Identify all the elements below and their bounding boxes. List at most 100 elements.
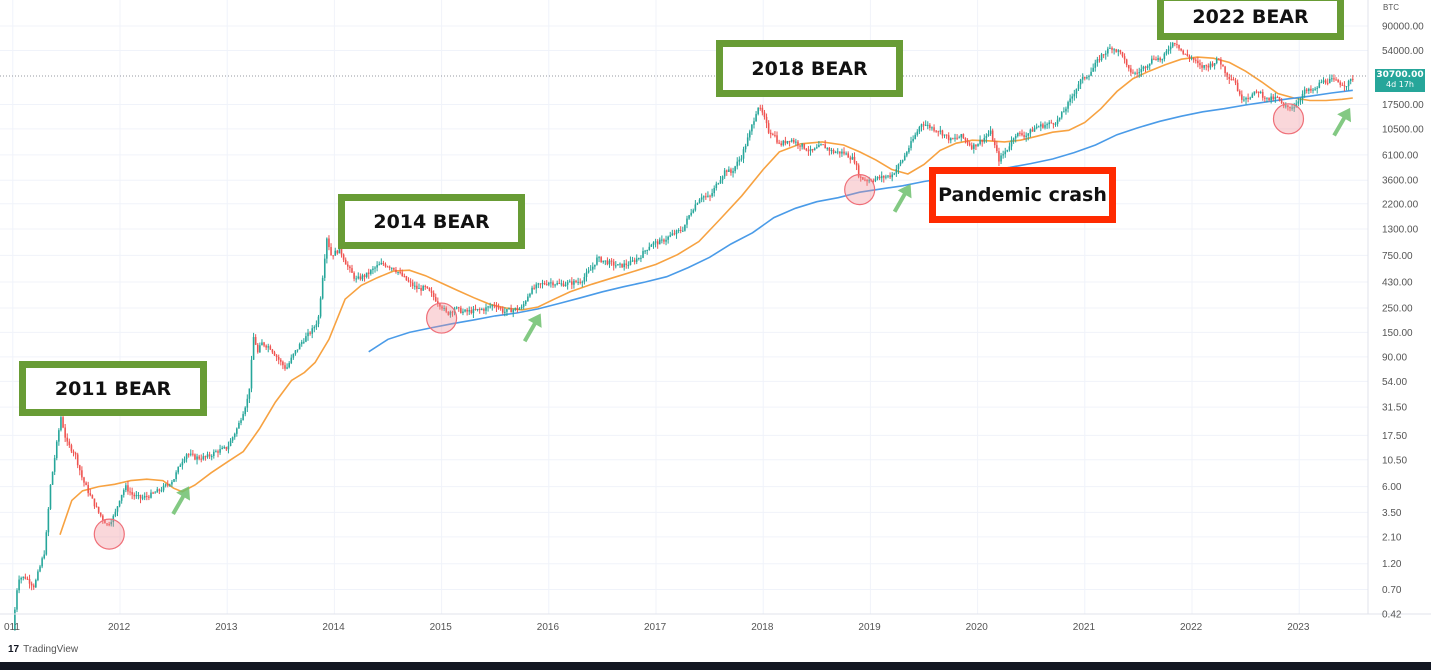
bottom-bar (0, 662, 1431, 670)
candle-body (1293, 107, 1295, 109)
y-tick-label: 2200.00 (1382, 199, 1419, 210)
candle-body (85, 482, 87, 486)
y-tick-label: 54000.00 (1382, 46, 1424, 57)
candle-body (818, 144, 820, 148)
candle-body (311, 328, 314, 334)
candle-body (497, 307, 500, 309)
candle-body (857, 165, 860, 177)
candle-body (20, 577, 22, 580)
candle-body (445, 307, 448, 312)
candle-body (491, 305, 494, 307)
candle-body (208, 454, 211, 457)
candle-body (753, 121, 755, 125)
candle-body (173, 479, 175, 482)
candle-body (68, 441, 71, 446)
candle-body (349, 266, 351, 269)
candle-body (920, 124, 923, 128)
candle-body (254, 337, 257, 345)
candle-body (1312, 89, 1314, 91)
candle-body (648, 246, 651, 250)
candle-body (669, 235, 672, 237)
candle-body (267, 346, 270, 348)
candle-body (26, 578, 29, 580)
candle-body (950, 138, 952, 141)
candle-body (472, 308, 475, 314)
candle-body (428, 287, 431, 291)
candle-body (834, 152, 837, 154)
candle-body (336, 250, 339, 254)
candle-body (1144, 66, 1147, 68)
y-tick-label: 1.20 (1382, 559, 1402, 570)
candle-body (512, 309, 515, 313)
candle-body (889, 175, 891, 178)
candle-body (594, 264, 596, 267)
candle-body (979, 139, 981, 144)
candle-body (1203, 65, 1205, 68)
tradingview-brand[interactable]: 17 TradingView (8, 644, 78, 655)
candle-body (1341, 84, 1344, 86)
candle-body (296, 349, 299, 351)
candle-body (564, 284, 567, 287)
green-arrow-icon (522, 313, 542, 343)
x-tick-label: 2023 (1287, 622, 1310, 633)
arrow-shape (522, 313, 542, 343)
candle-body (631, 260, 634, 262)
candle-body (960, 134, 963, 138)
candle-body (1058, 117, 1061, 120)
candle-body (376, 264, 378, 268)
candle-body (1115, 49, 1118, 52)
candle-body (1345, 86, 1348, 88)
candle-body (424, 286, 427, 288)
candle-body (713, 188, 716, 194)
candle-body (1176, 44, 1178, 46)
candle-body (600, 257, 602, 263)
candle-body (524, 301, 527, 305)
candle-body (642, 251, 644, 258)
candle-body (692, 210, 695, 213)
candle-body (1320, 82, 1323, 84)
candle-body (388, 266, 391, 268)
candle-body (326, 238, 328, 259)
x-tick-label: 2021 (1073, 622, 1096, 633)
candle-body (650, 244, 653, 247)
candle-body (548, 282, 550, 285)
candle-body (405, 276, 408, 281)
candle-body (780, 143, 783, 146)
candle-body (485, 307, 487, 311)
candle-body (1209, 63, 1212, 68)
y-tick-label: 6100.00 (1382, 150, 1419, 161)
candle-body (895, 169, 898, 174)
x-axis: 011 2012 2013 2014 2015 2016 2017 2018 2019 2020 2… (4, 622, 1310, 633)
candle-body (621, 263, 623, 268)
candle-body (782, 140, 785, 146)
annotation-2018-bear: 2018 BEAR (716, 40, 903, 97)
candle-body (74, 452, 77, 455)
candle-body (1236, 82, 1239, 92)
green-arrow-icon (1332, 107, 1352, 137)
x-tick-label: 2013 (215, 622, 238, 633)
candle-body (321, 277, 324, 299)
candle-body (996, 145, 998, 152)
candle-body (799, 145, 801, 147)
candle-body (749, 131, 751, 138)
candle-body (1071, 96, 1074, 99)
candle-body (49, 484, 52, 509)
candle-body (964, 137, 967, 141)
candle-body (993, 140, 996, 146)
ma-orange-line (59, 56, 1353, 535)
candle-body (290, 357, 293, 364)
candle-body (328, 238, 330, 248)
candle-body (769, 132, 772, 135)
y-tick-label: 150.00 (1382, 328, 1413, 339)
candle-body (1054, 123, 1057, 125)
candle-body (966, 140, 969, 144)
candle-body (535, 284, 538, 289)
y-tick-label: 3.50 (1382, 508, 1402, 519)
candle-body (1186, 54, 1189, 56)
candle-body (169, 484, 171, 486)
candle-body (171, 481, 173, 485)
candle-body (845, 153, 847, 155)
candle-body (250, 359, 253, 389)
green-arrow-icon (171, 486, 191, 515)
